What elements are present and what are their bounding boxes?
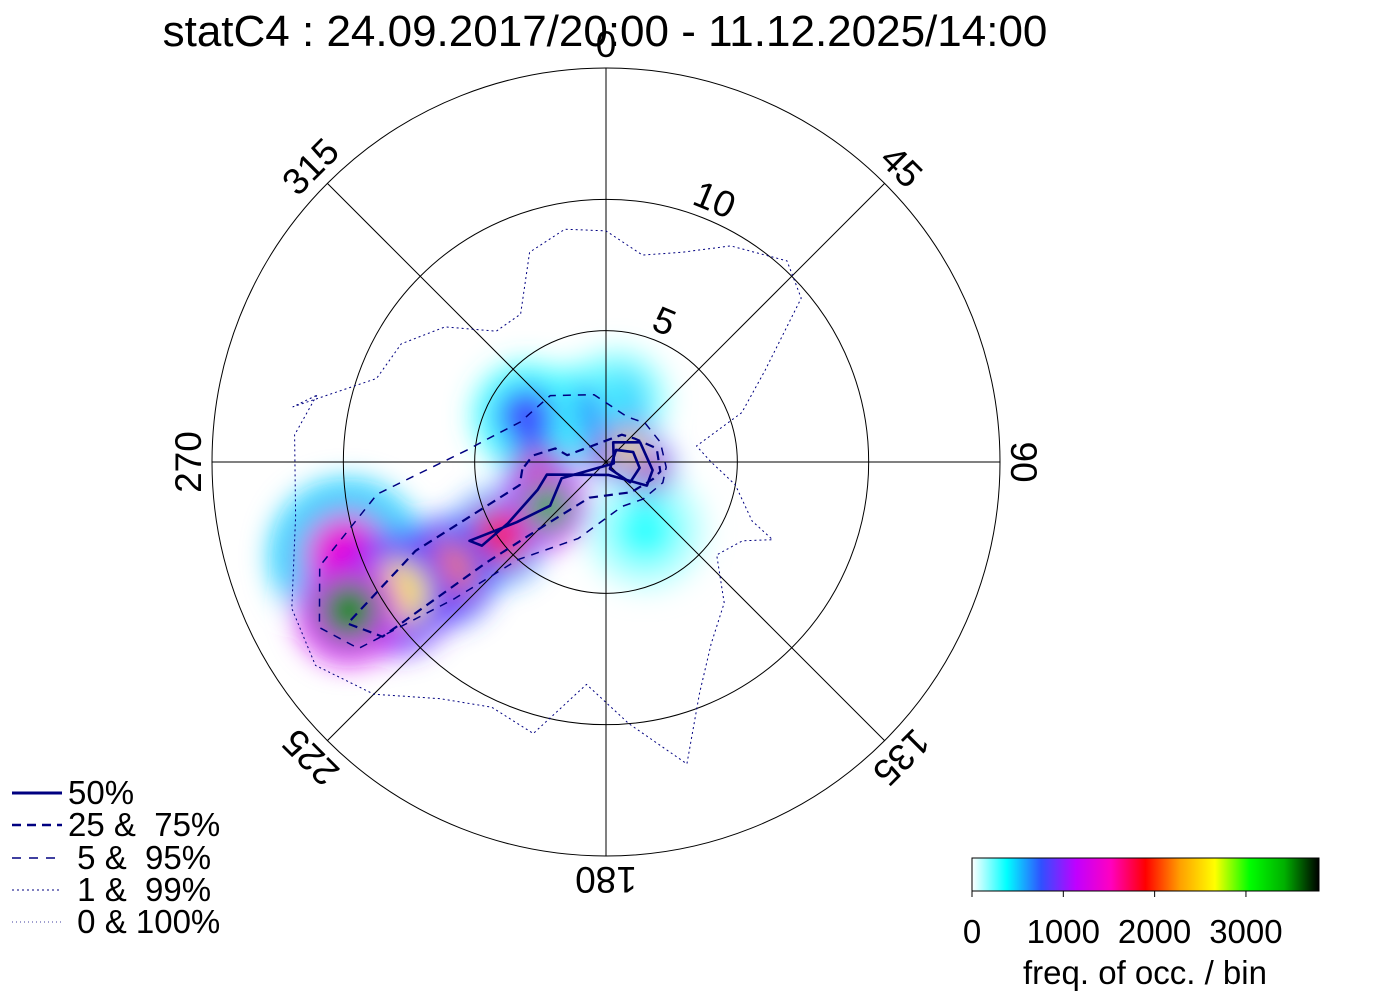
angle-label-0: 0 (596, 24, 617, 65)
colorbar-tick-label-1000: 1000 (1027, 913, 1100, 950)
legend-entry-5-95: 5 & 95% (12, 839, 211, 876)
radial-label-10: 10 (688, 173, 742, 227)
angle-label-270: 270 (168, 431, 209, 493)
colorbar-gradient (971, 857, 1320, 892)
chart-title: statC4 : 24.09.2017/20:00 - 11.12.2025/1… (163, 7, 1048, 56)
colorbar: 0 1000 2000 3000 freq. of occ. / bin (963, 857, 1320, 991)
contour-dashed-light-3 (318, 393, 667, 650)
radial-tick-labels: 5 10 (647, 173, 741, 344)
legend-label-1-99: 1 & 99% (68, 871, 211, 908)
colorbar-ticks (971, 891, 1247, 897)
contour-dotted-4 (291, 228, 802, 765)
polar-grid (211, 67, 1001, 857)
legend-label-0-100: 0 & 100% (68, 903, 220, 940)
density-heatmap (271, 350, 705, 663)
colorbar-tick-label-2000: 2000 (1118, 913, 1191, 950)
angle-label-90: 90 (1003, 441, 1044, 482)
contour-solid-1 (608, 448, 641, 484)
radial-label-5: 5 (647, 298, 682, 344)
legend-entry-0-100: 0 & 100% (12, 903, 220, 940)
angle-label-180: 180 (575, 859, 637, 900)
density-blobs (271, 350, 705, 663)
legend-entry-50: 50% (12, 774, 134, 811)
density-core (612, 497, 679, 564)
spoke-135 (605, 461, 885, 741)
spoke-315 (327, 183, 607, 463)
legend-label-25-75: 25 & 75% (68, 806, 220, 843)
legend-label-5-95: 5 & 95% (68, 839, 211, 876)
percentile-contours (291, 228, 802, 765)
legend-entry-25-75: 25 & 75% (12, 806, 220, 843)
contour-dashed-2 (346, 433, 662, 638)
spoke-45 (605, 183, 885, 463)
legend-entry-1-99: 1 & 99% (12, 871, 211, 908)
colorbar-tick-label-0: 0 (963, 913, 981, 950)
colorbar-title: freq. of occ. / bin (1023, 954, 1267, 991)
density-core (319, 580, 379, 640)
legend-label-50: 50% (68, 774, 134, 811)
legend: 50% 25 & 75% 5 & 95% 1 & 99% 0 & 100% (12, 774, 220, 940)
colorbar-tick-label-3000: 3000 (1209, 913, 1282, 950)
